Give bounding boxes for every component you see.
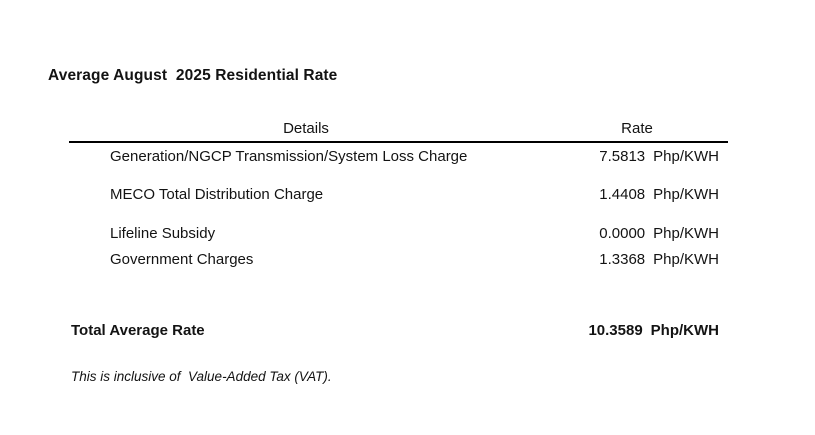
rate-number: 10.3589: [588, 322, 643, 339]
rate-unit: Php/KWH: [653, 251, 719, 268]
total-row: Total Average Rate 10.3589 Php/KWH: [0, 322, 815, 340]
row-value: 1.4408 Php/KWH: [575, 186, 719, 203]
row-label: Generation/NGCP Transmission/System Loss…: [110, 148, 468, 165]
rate-number: 1.4408: [599, 186, 646, 203]
rate-number: 7.5813: [599, 148, 646, 165]
table-row: Government Charges 1.3368 Php/KWH: [0, 251, 815, 269]
rate-unit: Php/KWH: [653, 186, 719, 203]
table-row: Lifeline Subsidy 0.0000 Php/KWH: [0, 225, 815, 243]
total-value: 10.3589 Php/KWH: [573, 322, 719, 339]
row-label: MECO Total Distribution Charge: [110, 186, 324, 203]
page-title: Average August 2025 Residential Rate: [48, 67, 338, 84]
table-row: MECO Total Distribution Charge 1.4408 Ph…: [0, 186, 815, 204]
row-value: 1.3368 Php/KWH: [575, 251, 719, 268]
rate-unit: Php/KWH: [650, 322, 719, 339]
column-header-rate: Rate: [621, 120, 653, 137]
row-value: 0.0000 Php/KWH: [575, 225, 719, 242]
rate-unit: Php/KWH: [653, 148, 719, 165]
header-divider-line: [69, 141, 728, 143]
row-label: Government Charges: [110, 251, 254, 268]
rate-number: 1.3368: [599, 251, 646, 268]
column-header-details: Details: [283, 120, 329, 137]
total-label: Total Average Rate: [71, 322, 205, 339]
table-row: Generation/NGCP Transmission/System Loss…: [0, 148, 815, 166]
rate-unit: Php/KWH: [653, 225, 719, 242]
row-value: 7.5813 Php/KWH: [575, 148, 719, 165]
rate-number: 0.0000: [599, 225, 646, 242]
row-label: Lifeline Subsidy: [110, 225, 216, 242]
vat-footnote: This is inclusive of Value-Added Tax (VA…: [71, 369, 332, 384]
